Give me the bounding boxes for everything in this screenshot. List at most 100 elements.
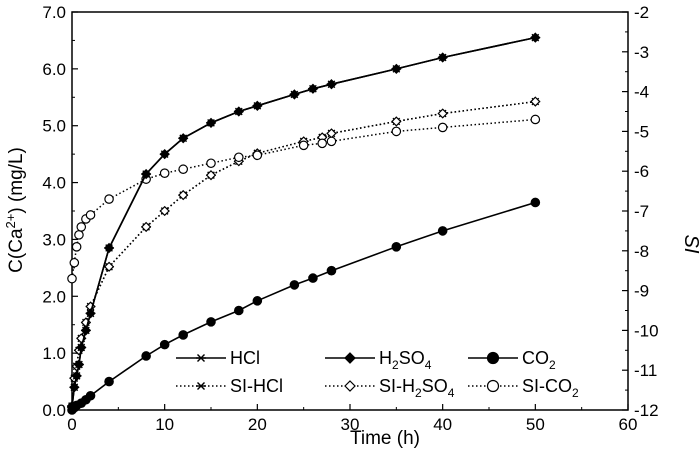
legend-label: CO2 [522,348,556,372]
diamond-marker [73,359,85,370]
circle-marker [159,168,170,178]
circle-marker [391,126,402,137]
y2-tick-label: -11 [634,361,657,380]
legend-label: HCl [230,348,260,368]
y-tick-label: 7.0 [42,3,66,22]
diamond-marker [159,148,170,160]
circle-marker [317,138,327,149]
legend-item-co2: CO2 [468,348,556,372]
diamond-marker [437,52,448,63]
x-tick-label: 20 [248,415,267,434]
legend-item-hcl: HCl [176,348,260,368]
diamond-marker [307,83,319,94]
circle-marker [85,390,96,401]
circle-marker [206,158,216,169]
y-tick-label: 6.0 [42,60,66,79]
diamond-marker [205,170,217,181]
y-tick-label: 2.0 [42,287,66,306]
diamond-marker [344,380,356,392]
series-si-co2 [67,114,541,284]
legend-label: SI-HCl [230,376,283,396]
circle-marker [85,210,96,220]
y-axis-title-superscript: 2+ [3,214,18,229]
diamond-marker [140,221,152,233]
circle-marker [74,230,84,240]
circle-marker [67,273,77,284]
circle-marker [486,379,500,393]
y2-tick-label: -9 [634,282,649,301]
diamond-marker [252,100,263,111]
circle-marker [326,265,337,276]
x-tick-label: 40 [433,415,452,434]
axes-layer: 0 10 20 30 40 50 60 0.0 1.0 2.0 3.0 4.0 5.0 6.0 7.0 -12… [42,3,658,434]
circle-marker [298,140,309,151]
circle-marker [530,114,541,125]
legend-item-si-co2: SI-CO2 [468,376,579,400]
diamond-marker [178,133,189,144]
diamond-marker [69,382,80,393]
y-tick-label: 0.0 [42,401,66,420]
x-tick-label: 50 [526,415,545,434]
circle-marker [289,280,300,290]
diamond-marker [178,189,189,201]
circle-marker [178,164,188,175]
diamond-marker [85,308,96,319]
diamond-marker [103,261,115,272]
x-tick-label: 10 [155,415,174,434]
legend-item-si-hcl: SI-HCl [176,376,283,396]
legend-item-si-h2so4: SI-H2SO4 [325,376,455,400]
diamond-marker [326,79,337,90]
x-axis-title: Time (h) [350,428,420,449]
asterisk-marker [196,354,206,362]
legend-label: SI-H2SO4 [379,376,455,400]
y2-tick-label: -7 [634,202,649,221]
y2-axis-title: SI [680,235,700,254]
y2-tick-label: -6 [634,162,649,181]
diamond-marker [76,342,87,353]
y2-tick-label: -10 [634,321,659,340]
diamond-marker [391,63,402,75]
diamond-marker [140,168,152,180]
legend-label: H2SO4 [379,348,432,372]
y-tick-label: 3.0 [42,230,66,249]
series-co2 [67,197,541,415]
circle-marker [252,150,263,161]
y2-tick-label: -3 [634,43,649,62]
series-line [71,36,536,408]
y2-tick-label: -4 [634,83,649,102]
y-axis-title-unit: ) (mg/L) [6,147,27,214]
diamond-marker [103,242,115,254]
y-axis-title-text: C(Ca [6,228,27,273]
diamond-marker [233,106,244,117]
circle-marker [326,136,337,147]
circle-marker [437,226,448,236]
circle-marker [530,197,541,208]
circle-marker [71,242,82,252]
y-tick-label: 5.0 [42,117,66,136]
circle-marker [234,305,244,316]
y-tick-label: 4.0 [42,174,66,193]
diamond-marker [289,89,300,100]
series-layer [66,32,541,415]
diamond-marker [530,96,541,107]
y2-tick-label: -5 [634,122,649,141]
x-tick-label: 30 [341,415,360,434]
y2-tick-label: -2 [634,3,649,22]
y2-tick-label: -12 [634,401,659,420]
circle-marker [206,317,216,327]
asterisk-marker [196,382,206,390]
diamond-marker [530,32,541,43]
diamond-marker [344,352,356,364]
circle-marker [486,351,500,365]
series-line [71,201,536,411]
diamond-marker [437,108,448,119]
y-tick-label: 1.0 [42,344,66,363]
legend: HCl H2SO4 CO2 SI-HCl SI-H2SO4 SI-CO2 [176,348,579,400]
circle-marker [104,194,114,204]
legend-label: SI-CO2 [522,376,579,400]
series-line [71,36,536,408]
diamond-marker [71,370,82,382]
series-h2so4 [66,32,541,413]
circle-marker [437,122,448,133]
